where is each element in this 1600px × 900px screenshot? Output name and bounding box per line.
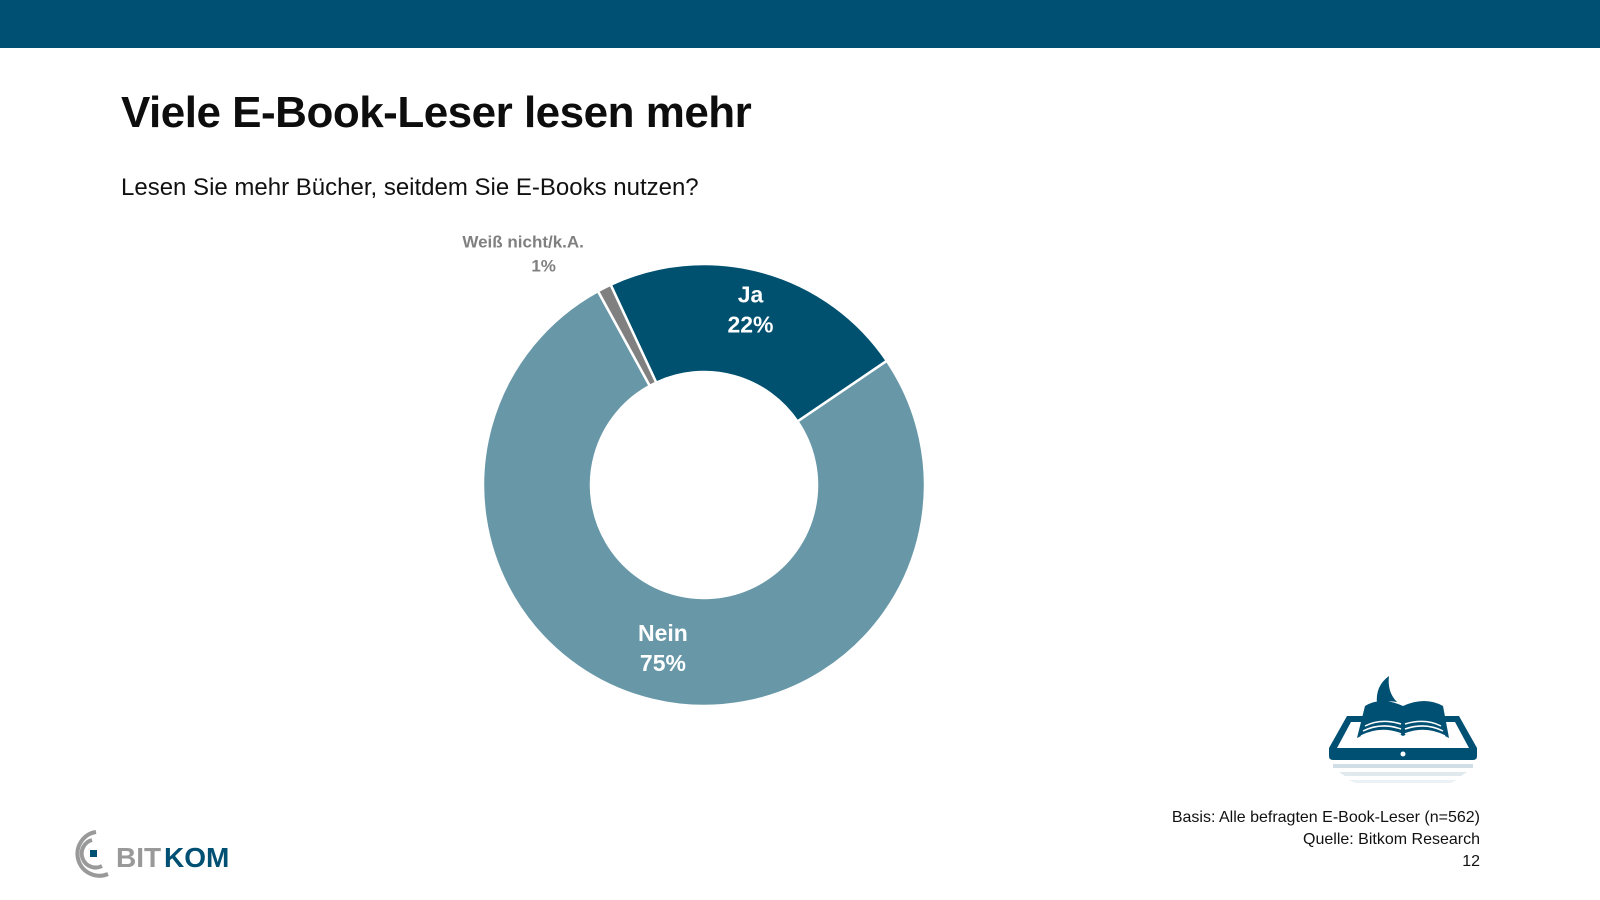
donut-slice-0	[608, 262, 889, 424]
top-bar	[0, 0, 1600, 48]
slice-label-1: Nein	[638, 620, 688, 646]
logo-square-icon	[90, 850, 97, 857]
logo-text-kom: KOM	[164, 842, 229, 873]
source-note: Quelle: Bitkom Research	[1303, 831, 1480, 848]
logo-text-bit: BIT	[116, 842, 161, 873]
slice-value-label-0: 22%	[727, 311, 773, 337]
basis-note: Basis: Alle befragten E-Book-Leser (n=56…	[1171, 809, 1480, 826]
page-title: Viele E-Book-Leser lesen mehr	[121, 88, 752, 137]
slice-value-label-2: 1%	[531, 256, 556, 275]
ebook-illustration-icon	[1329, 676, 1477, 783]
logo-arc-inner-icon	[79, 838, 103, 870]
donut-slice-1	[481, 289, 927, 708]
page-subtitle: Lesen Sie mehr Bücher, seitdem Sie E-Boo…	[121, 174, 699, 201]
logo-arc-outer-icon	[75, 830, 109, 878]
donut-labels: Ja 22% Nein 75% Weiß nicht/k.A. 1%	[462, 232, 773, 676]
page-number: 12	[1462, 853, 1480, 870]
slice-label-2: Weiß nicht/k.A.	[462, 232, 584, 251]
footer-meta: Basis: Alle befragten E-Book-Leser (n=56…	[1172, 807, 1480, 873]
slice-label-0: Ja	[738, 281, 764, 307]
bitkom-logo: BIT KOM	[75, 830, 229, 878]
donut-slice-2	[596, 283, 658, 388]
donut-slices	[481, 262, 927, 708]
slice-value-label-1: 75%	[640, 650, 686, 676]
